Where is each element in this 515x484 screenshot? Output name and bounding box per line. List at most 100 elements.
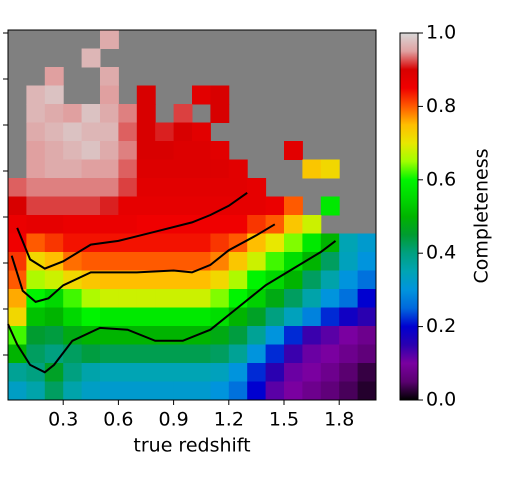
heatmap-cell [210, 307, 230, 327]
heatmap-cell [228, 215, 248, 234]
heatmap-cell [63, 104, 83, 123]
heatmap-cell [100, 307, 119, 327]
heatmap-cell [247, 363, 267, 382]
heatmap-cell [302, 270, 322, 290]
heatmap-cell [247, 326, 267, 345]
heatmap-cell [265, 196, 285, 216]
colorbar-tick-label: 1.0 [426, 22, 456, 44]
heatmap-cell [284, 196, 303, 216]
heatmap-cell [192, 141, 211, 160]
heatmap-cell [100, 270, 119, 290]
heatmap-cell [155, 326, 175, 345]
heatmap-cell [302, 233, 322, 253]
heatmap-cell [63, 326, 83, 345]
heatmap-cell [63, 141, 83, 160]
heatmap-cell [210, 104, 230, 123]
heatmap-cell [44, 344, 64, 364]
heatmap-cell [302, 159, 322, 179]
heatmap-cell [265, 307, 285, 327]
heatmap-cell [357, 344, 377, 364]
heatmap-cell [320, 159, 340, 179]
x-tick-label: 0.3 [48, 409, 78, 431]
heatmap-cell [118, 289, 138, 308]
heatmap-cell [118, 178, 138, 197]
heatmap-cell [100, 122, 119, 142]
heatmap-cell [228, 307, 248, 327]
heatmap-cell [81, 141, 101, 160]
heatmap-cell [155, 141, 175, 160]
heatmap-cell [63, 307, 83, 327]
heatmap-cell [265, 252, 285, 271]
heatmap-cell [100, 85, 119, 105]
heatmap-cell [284, 233, 303, 253]
heatmap-cell [63, 233, 83, 253]
heatmap-cell [100, 196, 119, 216]
heatmap-cell [155, 307, 175, 327]
heatmap-cell [8, 252, 27, 271]
heatmap-cell [284, 326, 303, 345]
heatmap-cell [136, 178, 156, 197]
heatmap-cell [302, 289, 322, 308]
heatmap-cell [26, 122, 46, 142]
heatmap-cell [118, 159, 138, 179]
heatmap-cell [44, 233, 64, 253]
heatmap-cell [339, 270, 359, 290]
heatmap-cell [26, 233, 46, 253]
heatmap-cell [100, 141, 119, 160]
heatmap-cell [26, 381, 46, 401]
x-axis-label: true redshift [133, 435, 250, 457]
heatmap-cell [63, 381, 83, 401]
heatmap-cell [265, 326, 285, 345]
heatmap-cell [155, 252, 175, 271]
heatmap-cell [44, 67, 64, 86]
heatmap-cell [247, 381, 267, 401]
heatmap-cell [320, 270, 340, 290]
heatmap-cell [100, 159, 119, 179]
heatmap-cell [339, 307, 359, 327]
heatmap-cell [320, 307, 340, 327]
heatmap-cell [247, 270, 267, 290]
heatmap-cell [155, 122, 175, 142]
heatmap-cell [118, 252, 138, 271]
x-tick-label: 1.2 [214, 409, 244, 431]
heatmap-cell [136, 215, 156, 234]
heatmap-cell [136, 307, 156, 327]
contour-line [16, 191, 248, 270]
heatmap-cell [81, 122, 101, 142]
heatmap-cell [284, 141, 303, 160]
heatmap-cell [81, 215, 101, 234]
heatmap-cell [210, 326, 230, 345]
heatmap-cell [8, 289, 27, 308]
heatmap-cell [100, 215, 119, 234]
heatmap-cell [44, 381, 64, 401]
heatmap-cell [192, 307, 211, 327]
heatmap-cell [192, 270, 211, 290]
heatmap-cell [192, 196, 211, 216]
heatmap-cell [100, 252, 119, 271]
heatmap-cell [136, 159, 156, 179]
heatmap-cell [118, 363, 138, 382]
colorbar-tick-label: 0.8 [426, 95, 456, 117]
heatmap-cell [26, 196, 46, 216]
colorbar-tick-label: 0.2 [426, 315, 456, 337]
heatmap-cell [210, 159, 230, 179]
heatmap-cell [155, 363, 175, 382]
heatmap-cell [339, 233, 359, 253]
heatmap-cell [247, 289, 267, 308]
heatmap-cell [136, 289, 156, 308]
heatmap-cell [192, 85, 211, 105]
heatmap-cell [118, 381, 138, 401]
heatmap-cell [173, 326, 193, 345]
heatmap-cell [44, 307, 64, 327]
heatmap-cell [155, 178, 175, 197]
heatmap-cell [320, 381, 340, 401]
heatmap-cell [173, 233, 193, 253]
heatmap-cell [63, 344, 83, 364]
heatmap-cell [284, 289, 303, 308]
heatmap-cell [155, 196, 175, 216]
heatmap-cell [81, 48, 101, 68]
heatmap-cell [44, 196, 64, 216]
heatmap-cell [118, 307, 138, 327]
heatmap-cell [284, 381, 303, 401]
heatmap-cell [173, 270, 193, 290]
